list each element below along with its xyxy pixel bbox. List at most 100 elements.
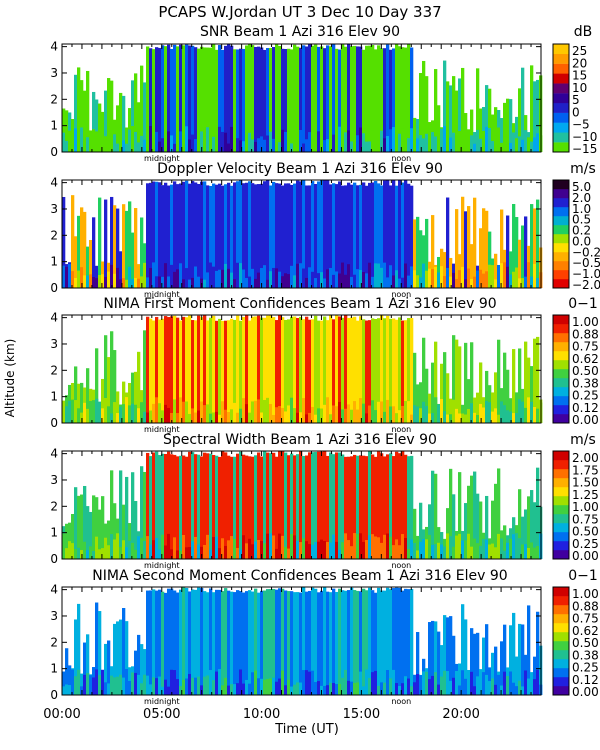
heatmap-band: [200, 456, 204, 559]
heatmap-band: [320, 320, 324, 423]
heatmap-band: [119, 406, 123, 423]
heatmap-band: [260, 317, 264, 423]
heatmap-band: [443, 252, 447, 288]
heatmap-band: [275, 268, 279, 288]
heatmap-band: [524, 130, 528, 152]
heatmap-band: [200, 181, 204, 288]
heatmap-band: [368, 45, 372, 152]
heatmap-band: [224, 320, 228, 423]
heatmap-band: [155, 590, 159, 695]
colorbar-tick-label: 5.0: [572, 180, 591, 194]
heatmap-band: [164, 404, 168, 423]
heatmap-band: [362, 49, 366, 152]
colorbar-tick-label: −15: [572, 142, 597, 156]
heatmap-band: [182, 316, 186, 423]
heatmap-band: [341, 542, 345, 559]
heatmap-band: [68, 522, 72, 559]
heatmap-band: [176, 269, 180, 288]
heatmap-band: [299, 47, 303, 153]
heatmap-band: [377, 45, 381, 153]
heatmap-band: [371, 400, 375, 423]
heatmap-band: [323, 180, 327, 288]
heatmap-band: [110, 470, 114, 559]
heatmap-band: [209, 588, 213, 695]
heatmap-band: [74, 236, 78, 288]
heatmap-band: [134, 73, 138, 152]
heatmap-band: [350, 456, 354, 559]
heatmap-band: [347, 590, 351, 695]
heatmap-band: [509, 671, 513, 695]
heatmap-band: [419, 277, 423, 288]
heatmap-band: [245, 679, 249, 695]
heatmap-band: [182, 45, 186, 152]
heatmap-band: [269, 271, 273, 288]
heatmap-band: [215, 49, 219, 152]
heatmap-band: [95, 99, 99, 152]
heatmap-band: [221, 185, 225, 288]
heatmap-band: [176, 550, 180, 559]
heatmap-band: [65, 110, 69, 152]
heatmap-band: [341, 454, 345, 559]
heatmap-band: [356, 533, 360, 559]
heatmap-band: [458, 413, 462, 423]
heatmap-band: [365, 590, 369, 695]
heatmap-band: [524, 407, 528, 423]
heatmap-band: [281, 588, 285, 695]
heatmap-band: [377, 685, 381, 695]
heatmap-band: [248, 181, 252, 288]
heatmap-band: [353, 129, 357, 152]
heatmap-band: [101, 408, 105, 423]
heatmap-band: [278, 405, 282, 423]
heatmap-band: [161, 453, 165, 559]
heatmap-band: [221, 538, 225, 559]
heatmap-band: [122, 540, 126, 559]
heatmap-band: [161, 138, 165, 152]
heatmap-band: [212, 315, 216, 423]
heatmap-band: [101, 274, 105, 288]
heatmap-band: [263, 181, 267, 288]
heatmap-band: [275, 548, 279, 559]
heatmap-band: [209, 670, 213, 695]
heatmap-band: [242, 535, 246, 559]
heatmap-band: [500, 538, 504, 559]
heatmap-band: [425, 671, 429, 695]
heatmap-band: [119, 251, 123, 288]
colorbar-swatch: [553, 650, 569, 660]
heatmap-band: [308, 452, 312, 559]
heatmap-band: [152, 403, 156, 423]
colorbar-swatch: [553, 207, 569, 217]
heatmap-band: [311, 45, 315, 152]
colorbar-tick-label: 5: [572, 93, 580, 107]
colorbar-swatch: [553, 677, 569, 687]
heatmap-band: [527, 547, 531, 559]
heatmap-band: [95, 278, 99, 288]
heatmap-band: [110, 264, 114, 288]
heatmap-band: [464, 540, 468, 559]
heatmap-band: [383, 180, 387, 288]
colorbar-tick-label: 0.38: [572, 648, 599, 662]
heatmap-band: [203, 544, 207, 559]
colorbar-swatch: [553, 315, 569, 325]
heatmap-band: [191, 541, 195, 559]
colorbar-tick-label: 1.00: [572, 500, 599, 514]
heatmap-band: [506, 266, 510, 288]
heatmap-band: [374, 410, 378, 423]
heatmap-band: [272, 452, 276, 559]
heatmap-band: [470, 278, 474, 288]
heatmap-band: [515, 267, 519, 288]
heatmap-band: [218, 548, 222, 559]
heatmap-band: [317, 408, 321, 423]
heatmap-band: [104, 90, 108, 152]
heatmap-band: [173, 181, 177, 288]
heatmap-band: [341, 409, 345, 423]
heatmap-band: [179, 131, 183, 152]
y-tick-label: 4: [50, 447, 58, 461]
heatmap-band: [512, 132, 516, 152]
heatmap-band: [254, 541, 258, 559]
heatmap-band: [338, 549, 342, 559]
heatmap-band: [92, 91, 96, 152]
colorbar-swatch: [553, 523, 569, 533]
heatmap-band: [122, 95, 126, 152]
heatmap-band: [482, 637, 486, 695]
heatmap-band: [80, 412, 84, 423]
